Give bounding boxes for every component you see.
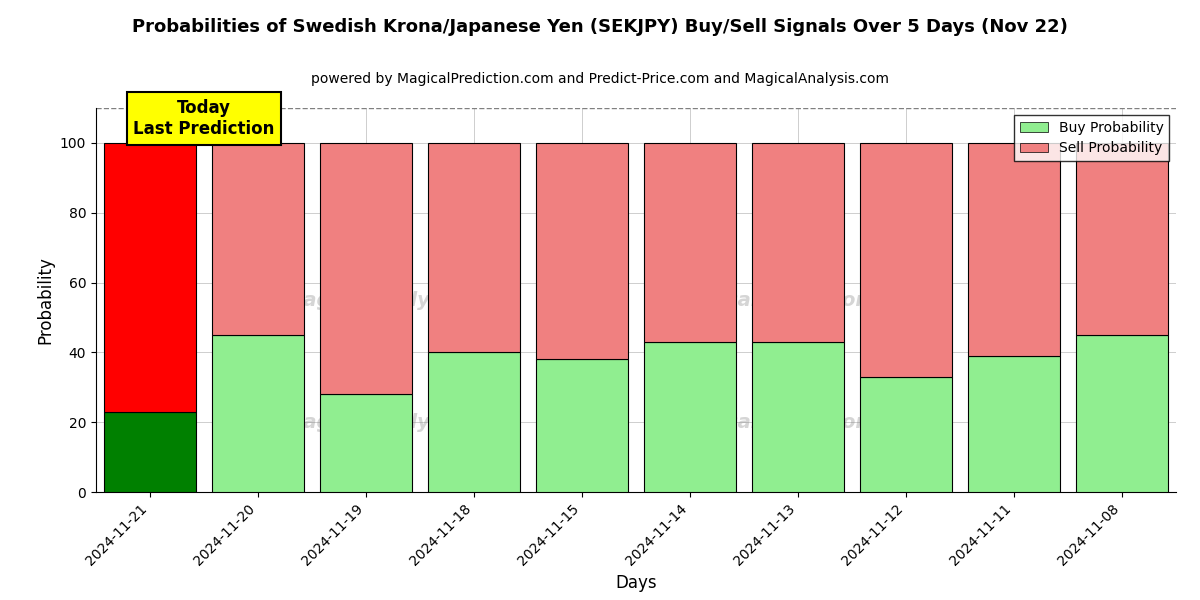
- Bar: [752, 143, 844, 342]
- Bar: [104, 143, 196, 412]
- Bar: [1076, 143, 1168, 335]
- Bar: [428, 143, 520, 352]
- Bar: [320, 143, 412, 394]
- Bar: [212, 143, 304, 335]
- Bar: [860, 143, 952, 377]
- Bar: [428, 352, 520, 492]
- Bar: [860, 377, 952, 492]
- Bar: [1076, 335, 1168, 492]
- Bar: [212, 335, 304, 492]
- Text: MagicalAnalysis.com: MagicalAnalysis.com: [284, 413, 512, 433]
- Bar: [536, 359, 628, 492]
- Bar: [536, 143, 628, 359]
- Text: powered by MagicalPrediction.com and Predict-Price.com and MagicalAnalysis.com: powered by MagicalPrediction.com and Pre…: [311, 72, 889, 86]
- Bar: [104, 412, 196, 492]
- Bar: [968, 356, 1060, 492]
- Text: MagicalPrediction.com: MagicalPrediction.com: [673, 290, 923, 310]
- Bar: [320, 394, 412, 492]
- Text: MagicalPrediction.com: MagicalPrediction.com: [673, 413, 923, 433]
- Text: Probabilities of Swedish Krona/Japanese Yen (SEKJPY) Buy/Sell Signals Over 5 Day: Probabilities of Swedish Krona/Japanese …: [132, 18, 1068, 36]
- Bar: [644, 342, 736, 492]
- Legend: Buy Probability, Sell Probability: Buy Probability, Sell Probability: [1014, 115, 1169, 161]
- Bar: [752, 342, 844, 492]
- X-axis label: Days: Days: [616, 574, 656, 592]
- Bar: [968, 143, 1060, 356]
- Y-axis label: Probability: Probability: [36, 256, 54, 344]
- Bar: [644, 143, 736, 342]
- Text: Today
Last Prediction: Today Last Prediction: [133, 99, 275, 138]
- Text: MagicalAnalysis.com: MagicalAnalysis.com: [284, 290, 512, 310]
